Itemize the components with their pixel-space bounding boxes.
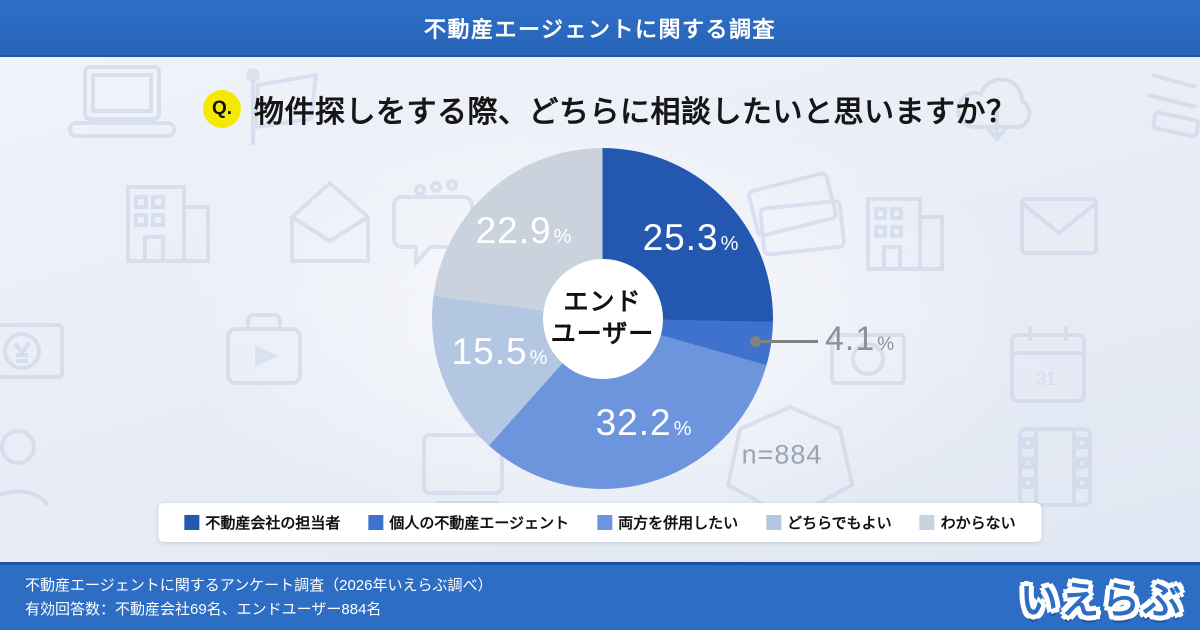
legend-swatch [766, 515, 782, 530]
chart-legend: 不動産会社の担当者 個人の不動産エージェント 両方を併用したい どちらでもよい … [158, 503, 1042, 542]
survey-source: 不動産エージェントに関するアンケート調査（2026年いえらぶ調べ） 有効回答数：… [25, 574, 492, 623]
survey-source-line2: 有効回答数：不動産会社69名、エンドユーザー884名 [25, 601, 382, 619]
legend-label: どちらでもよい [787, 515, 892, 532]
envelope-icon-right [1022, 199, 1096, 253]
slice-label-both: 32.2% [595, 402, 693, 443]
question-badge: Q. [203, 90, 241, 128]
legend-label: 個人の不動産エージェント [389, 515, 570, 532]
envelope-open-icon-left [292, 183, 368, 261]
legend-item-both: 両方を併用したい [597, 512, 738, 533]
slice-label-agent: 4.1% [825, 319, 896, 358]
svg-text:31: 31 [1036, 369, 1056, 389]
briefcase-play-icon [228, 315, 300, 383]
film-icon [1020, 429, 1090, 505]
legend-label: わからない [940, 515, 1016, 532]
legend-item-agent: 個人の不動産エージェント [368, 512, 569, 533]
money-yen-icon-left [0, 325, 62, 377]
tickets-icon [748, 173, 844, 255]
legend-swatch [919, 515, 935, 530]
legend-label: 両方を併用したい [618, 515, 739, 532]
legend-swatch [184, 515, 200, 530]
header-bar: 不動産エージェントに関する調査 [0, 0, 1200, 57]
question-row: Q. 物件探しをする際、どちらに相談したいと思いますか？ [203, 87, 1017, 131]
slice-label-company: 25.3% [642, 217, 740, 258]
ielove-logo: いえらぶ [1019, 579, 1184, 622]
page-title: 不動産エージェントに関する調査 [423, 16, 777, 42]
callout-line [756, 340, 818, 343]
legend-item-either: どちらでもよい [766, 512, 892, 533]
question-text: 物件探しをする際、どちらに相談したいと思いますか？ [254, 96, 1017, 129]
legend-item-company: 不動産会社の担当者 [184, 512, 340, 533]
legend-swatch [597, 515, 613, 530]
person-icon [0, 431, 48, 505]
legend-item-unknown: わからない [919, 512, 1016, 533]
calendar-icon-right: 31 [1012, 327, 1084, 401]
donut-center-line2: ユーザー [550, 319, 655, 348]
donut-center-line1: エンド [563, 288, 642, 317]
sample-size-label: n=884 [741, 439, 823, 470]
building-icon-left [128, 187, 208, 261]
building-icon-top-right [868, 199, 942, 269]
legend-label: 不動産会社の担当者 [205, 515, 341, 532]
callout-dot [750, 336, 761, 347]
legend-swatch [368, 515, 384, 530]
donut-center: エンド ユーザー [542, 258, 663, 379]
survey-source-line1: 不動産エージェントに関するアンケート調査（2026年いえらぶ調べ） [25, 577, 493, 594]
slice-label-unknown: 22.9% [475, 210, 573, 251]
footer-bar: 不動産エージェントに関するアンケート調査（2026年いえらぶ調べ） 有効回答数：… [0, 562, 1200, 630]
slice-label-either: 15.5% [451, 331, 549, 372]
pencil-lines-icon [1148, 75, 1199, 137]
laptop-icon [70, 67, 174, 136]
pie-chart: エンド ユーザー [432, 148, 773, 489]
